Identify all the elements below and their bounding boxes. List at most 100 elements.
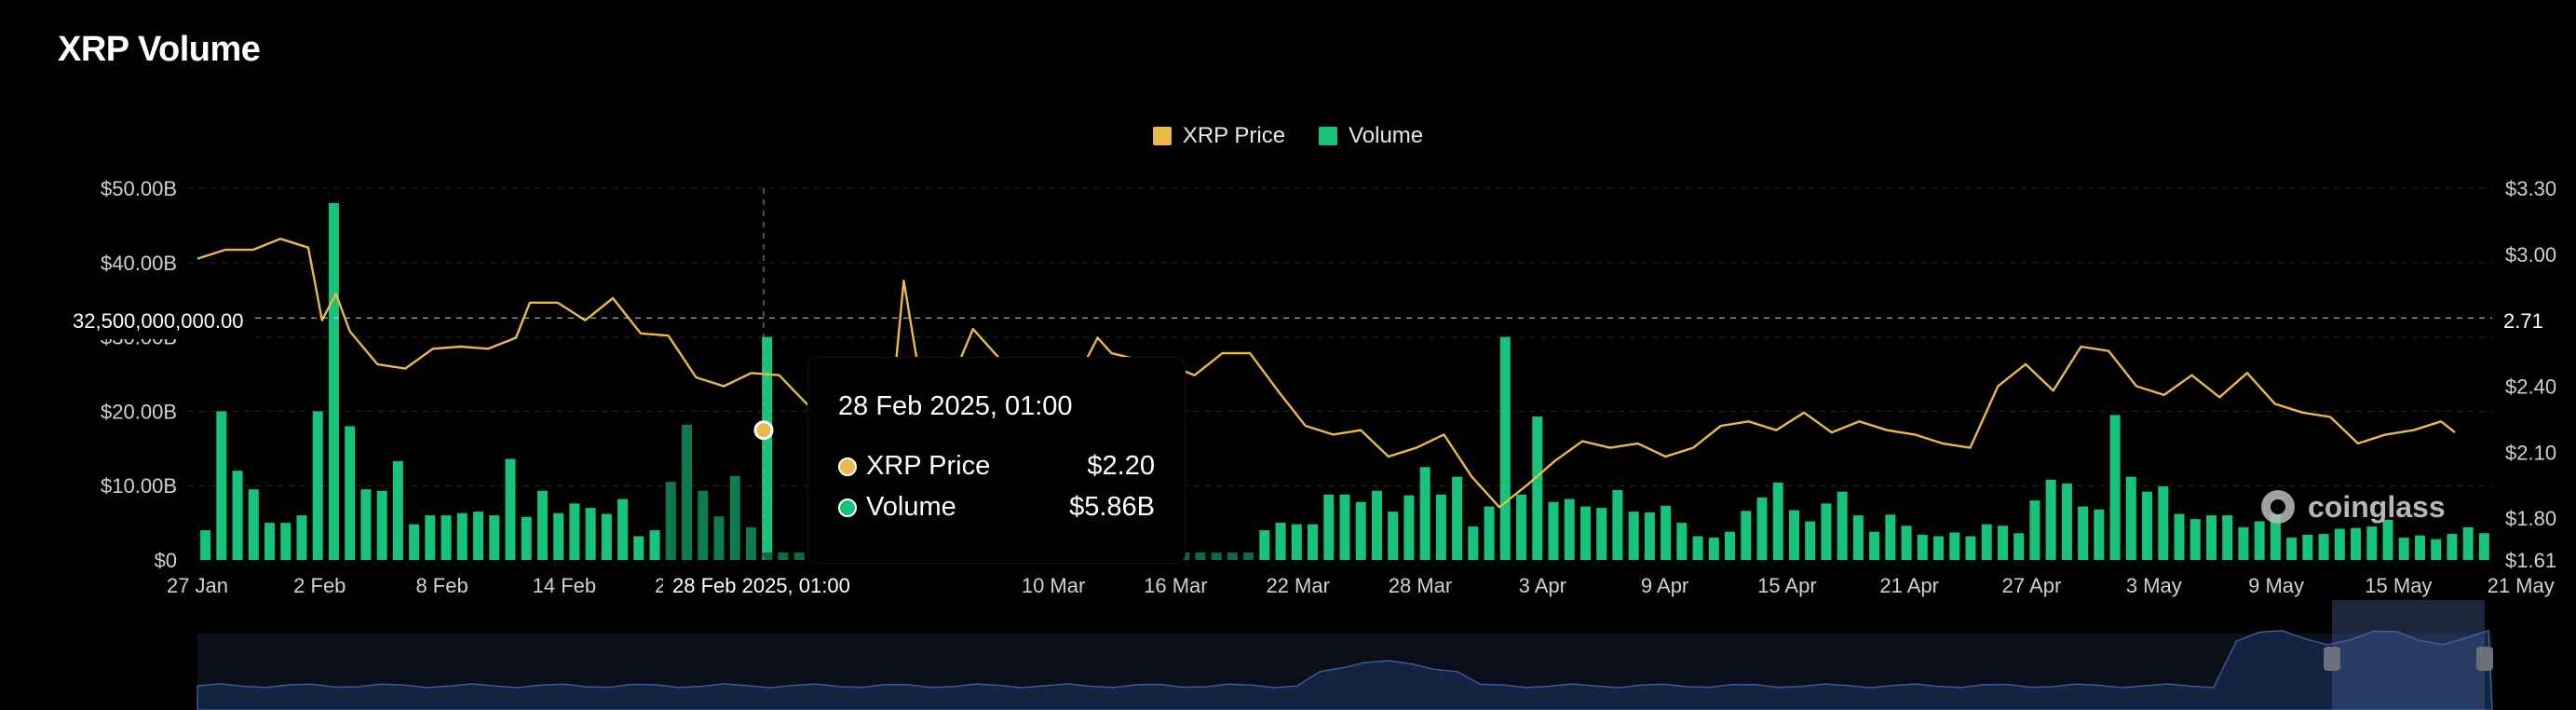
y-right-tick: $2.40	[2505, 375, 2556, 398]
navigator-handle[interactable]	[2324, 647, 2340, 671]
volume-bar	[649, 530, 660, 560]
volume-bar	[778, 553, 789, 560]
y-right-tick: $1.80	[2505, 507, 2556, 530]
volume-bar	[1949, 532, 1960, 560]
volume-bar	[1917, 534, 1928, 560]
volume-bar	[585, 508, 596, 560]
coinglass-watermark: coinglass	[2257, 486, 2446, 527]
volume-bar	[392, 460, 403, 560]
volume-bar	[2447, 534, 2458, 560]
volume-bar	[1275, 523, 1286, 560]
volume-bar	[2205, 515, 2217, 560]
y-right-tick: $3.00	[2505, 243, 2556, 266]
tooltip-label-price: XRP Price	[866, 451, 991, 481]
volume-bar	[1227, 553, 1238, 560]
volume-bar	[2078, 506, 2089, 560]
volume-bar	[536, 490, 548, 560]
volume-bar	[2366, 526, 2378, 560]
volume-bar	[2382, 519, 2393, 560]
volume-bar	[1484, 506, 1495, 560]
volume-bar	[1564, 498, 1575, 560]
x-tick: 8 Feb	[415, 574, 468, 597]
volume-bar	[745, 526, 756, 560]
volume-bar	[2398, 538, 2409, 560]
volume-bar	[1435, 494, 1446, 560]
x-tick: 15 Apr	[1757, 574, 1817, 597]
volume-bar	[1371, 490, 1382, 560]
volume-bar	[2158, 485, 2169, 560]
volume-bar	[1997, 526, 2008, 560]
legend-label-volume: Volume	[1349, 123, 1424, 148]
volume-bar	[1419, 467, 1430, 560]
volume-bar	[2302, 534, 2313, 560]
volume-bar	[2045, 479, 2056, 560]
volume-bar	[280, 523, 291, 560]
crosshair-x-label: 28 Feb 2025, 01:00	[663, 568, 860, 604]
x-tick: 14 Feb	[533, 574, 597, 597]
volume-bar	[1981, 524, 1992, 560]
volume-bar	[729, 475, 740, 560]
volume-bar	[1516, 494, 1527, 560]
volume-bar	[200, 530, 211, 560]
volume-bar	[1452, 476, 1463, 560]
y-right-tick: $1.61	[2505, 549, 2556, 572]
volume-bar	[1692, 536, 1703, 560]
volume-bar	[296, 515, 307, 560]
volume-bar	[1772, 483, 1783, 560]
tooltip-value-price: $2.20	[1087, 451, 1155, 481]
legend: XRP Price Volume	[0, 123, 2576, 149]
legend-item-price[interactable]: XRP Price	[1152, 123, 1285, 149]
volume-bar	[633, 536, 644, 560]
volume-bar	[1628, 512, 1639, 560]
volume-bar	[713, 516, 725, 560]
volume-bar	[2125, 476, 2136, 560]
volume-bar	[2142, 491, 2153, 560]
volume-bar	[360, 489, 372, 560]
volume-bar	[1596, 508, 1607, 560]
volume-bar	[505, 458, 516, 560]
price-line	[197, 238, 2456, 509]
volume-bar	[1933, 536, 1945, 560]
volume-bar	[2190, 519, 2201, 560]
volume-bar	[1323, 494, 1335, 560]
volume-bar	[1179, 553, 1190, 560]
navigator-handle[interactable]	[2476, 647, 2493, 671]
crosshair-left-label: 32,500,000,000.00	[63, 304, 253, 339]
coinglass-logo-icon	[2261, 490, 2295, 524]
volume-bar	[1756, 497, 1768, 560]
volume-bar	[232, 471, 243, 560]
volume-bar	[2318, 534, 2329, 560]
volume-bar	[264, 523, 276, 560]
volume-bar	[1468, 526, 1479, 560]
legend-item-volume[interactable]: Volume	[1319, 123, 1423, 149]
crosshair-right-label: 2.71	[2494, 304, 2553, 339]
volume-bar	[1243, 553, 1254, 560]
hover-point	[753, 420, 774, 441]
legend-swatch-volume	[1319, 127, 1338, 145]
volume-bar	[1676, 523, 1688, 560]
x-tick: 9 Apr	[1641, 574, 1688, 597]
volume-bar	[1821, 503, 1832, 560]
legend-swatch-price	[1152, 127, 1172, 145]
y-left-tick: $50.00B	[101, 177, 177, 200]
volume-bar	[1644, 512, 1655, 560]
volume-bar	[569, 503, 580, 560]
x-tick: 27 Apr	[2002, 574, 2062, 597]
volume-bar	[601, 513, 612, 560]
y-right-tick: $3.30	[2505, 177, 2556, 200]
volume-bar	[1725, 531, 1736, 560]
volume-bar	[2061, 483, 2072, 560]
volume-bar	[553, 512, 564, 560]
volume-bar	[425, 515, 436, 560]
volume-bar	[1741, 511, 1752, 560]
tooltip-label-volume: Volume	[866, 492, 956, 522]
volume-bar	[2109, 415, 2121, 560]
volume-bar	[698, 490, 709, 560]
volume-bar	[1805, 521, 1816, 560]
tooltip-dot-price	[838, 457, 857, 476]
volume-bar	[1852, 515, 1864, 560]
volume-bar	[1579, 506, 1591, 560]
volume-bar	[2254, 521, 2265, 560]
volume-bar	[1901, 526, 1912, 560]
